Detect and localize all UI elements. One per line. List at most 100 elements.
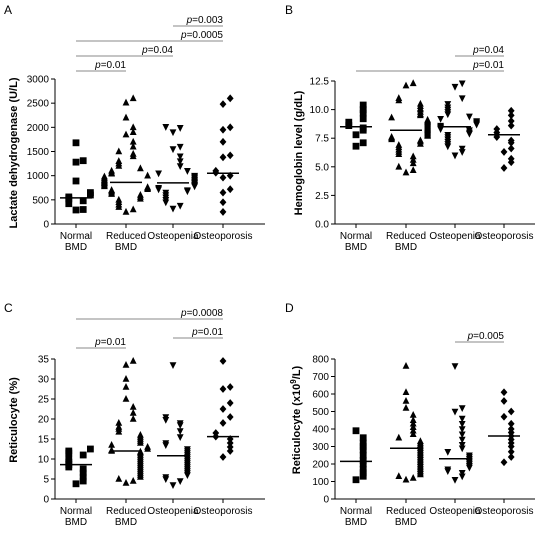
data-point-b bbox=[402, 168, 410, 176]
category-label-b: Osteopenia bbox=[429, 231, 481, 242]
data-point-c bbox=[79, 469, 87, 477]
data-point-a bbox=[219, 125, 227, 134]
data-point-d bbox=[359, 457, 367, 464]
data-point-a bbox=[219, 188, 227, 197]
data-point-a bbox=[219, 173, 227, 182]
category-label-d: Normal bbox=[340, 506, 372, 517]
data-point-c bbox=[219, 385, 227, 393]
data-point-d bbox=[395, 433, 403, 441]
data-point-a bbox=[226, 151, 234, 160]
data-point-a bbox=[219, 137, 227, 146]
data-point-c bbox=[226, 435, 234, 443]
data-point-d bbox=[359, 460, 367, 468]
chart-panel-c: 05101520253035NormalBMDReducedBMDOsteope… bbox=[38, 308, 265, 528]
data-point-b bbox=[458, 80, 466, 88]
p-value-label-c: p=0.01 bbox=[94, 337, 126, 348]
data-point-b bbox=[507, 106, 515, 115]
data-point-d bbox=[402, 404, 410, 411]
data-point-b bbox=[395, 141, 403, 148]
data-point-a bbox=[115, 195, 123, 203]
data-point-d bbox=[458, 469, 466, 477]
data-point-d bbox=[409, 474, 417, 481]
data-point-d bbox=[409, 423, 417, 431]
data-point-a bbox=[219, 198, 227, 207]
data-point-d bbox=[359, 469, 367, 477]
data-point-c bbox=[122, 375, 130, 382]
data-point-b bbox=[507, 111, 515, 120]
y-tick-label-d: 400 bbox=[312, 425, 329, 436]
data-point-d bbox=[507, 419, 515, 428]
data-point-a bbox=[122, 130, 130, 138]
y-tick-label-b: 0.0 bbox=[315, 220, 329, 231]
data-point-b bbox=[359, 139, 367, 147]
data-point-a bbox=[115, 147, 123, 155]
data-point-b bbox=[352, 142, 360, 150]
data-point-d bbox=[458, 473, 466, 481]
data-point-d bbox=[359, 465, 367, 473]
y-tick-label-d: 300 bbox=[312, 442, 329, 453]
data-point-d bbox=[402, 362, 410, 369]
category-label-c: Reduced bbox=[106, 506, 146, 517]
data-point-b bbox=[409, 166, 417, 174]
category-label-d: BMD bbox=[345, 517, 367, 528]
y-axis-label-d: Reticulocyte (x109/L) bbox=[289, 365, 303, 474]
category-label-c: BMD bbox=[115, 517, 137, 528]
data-point-d bbox=[409, 416, 417, 424]
y-tick-label-d: 500 bbox=[312, 407, 329, 418]
category-label-b: BMD bbox=[345, 242, 367, 253]
category-label-d: Osteoporosis bbox=[475, 506, 534, 517]
data-point-b bbox=[359, 124, 367, 132]
data-point-a bbox=[176, 158, 184, 166]
data-point-b bbox=[417, 99, 424, 107]
data-point-a bbox=[219, 153, 227, 162]
data-point-a bbox=[129, 137, 137, 145]
y-tick-label-d: 600 bbox=[312, 390, 329, 401]
data-point-b bbox=[444, 101, 452, 108]
data-point-c bbox=[219, 419, 227, 427]
chart-panel-a: 050010001500200025003000NormalBMDReduced… bbox=[27, 15, 265, 253]
category-label-b: Osteoporosis bbox=[475, 231, 534, 242]
data-point-c bbox=[169, 482, 177, 489]
data-point-a bbox=[144, 183, 151, 191]
category-label-a: BMD bbox=[65, 242, 87, 253]
data-point-d bbox=[458, 420, 466, 428]
p-value-label-a: p=0.01 bbox=[94, 60, 126, 71]
category-label-a: Reduced bbox=[106, 231, 146, 242]
data-point-c bbox=[176, 420, 184, 427]
data-point-b bbox=[417, 136, 424, 144]
data-point-b bbox=[359, 109, 367, 117]
category-label-a: Osteoporosis bbox=[194, 231, 253, 242]
data-point-c bbox=[184, 446, 191, 453]
data-point-d bbox=[409, 426, 417, 434]
data-point-c bbox=[219, 405, 227, 413]
y-tick-label-b: 10.0 bbox=[310, 105, 330, 116]
data-point-a bbox=[129, 149, 137, 157]
p-value-label-c: p=0.0008 bbox=[180, 308, 223, 319]
panel-letter-c: C bbox=[4, 301, 13, 315]
data-point-a bbox=[219, 208, 227, 216]
data-point-c bbox=[176, 434, 184, 441]
data-point-b bbox=[458, 145, 466, 153]
data-point-c bbox=[144, 443, 151, 450]
data-point-b bbox=[359, 106, 367, 113]
data-point-d bbox=[500, 388, 508, 397]
data-point-c bbox=[122, 479, 130, 486]
y-tick-label-a: 0 bbox=[43, 220, 49, 231]
data-point-b bbox=[444, 104, 452, 112]
data-point-a bbox=[176, 125, 184, 132]
data-point-a bbox=[122, 98, 130, 106]
data-point-d bbox=[466, 452, 473, 460]
data-point-b bbox=[437, 115, 444, 123]
data-point-b bbox=[451, 83, 459, 91]
data-point-a bbox=[79, 197, 87, 205]
data-point-a bbox=[72, 139, 80, 147]
data-point-c bbox=[72, 480, 80, 488]
data-point-a bbox=[129, 123, 137, 131]
data-point-c bbox=[79, 473, 87, 481]
data-point-a bbox=[176, 163, 184, 170]
y-tick-label-b: 7.5 bbox=[315, 134, 329, 145]
data-point-c bbox=[79, 477, 87, 485]
data-point-c bbox=[129, 403, 137, 410]
data-point-d bbox=[359, 443, 367, 450]
data-point-a bbox=[162, 189, 170, 197]
